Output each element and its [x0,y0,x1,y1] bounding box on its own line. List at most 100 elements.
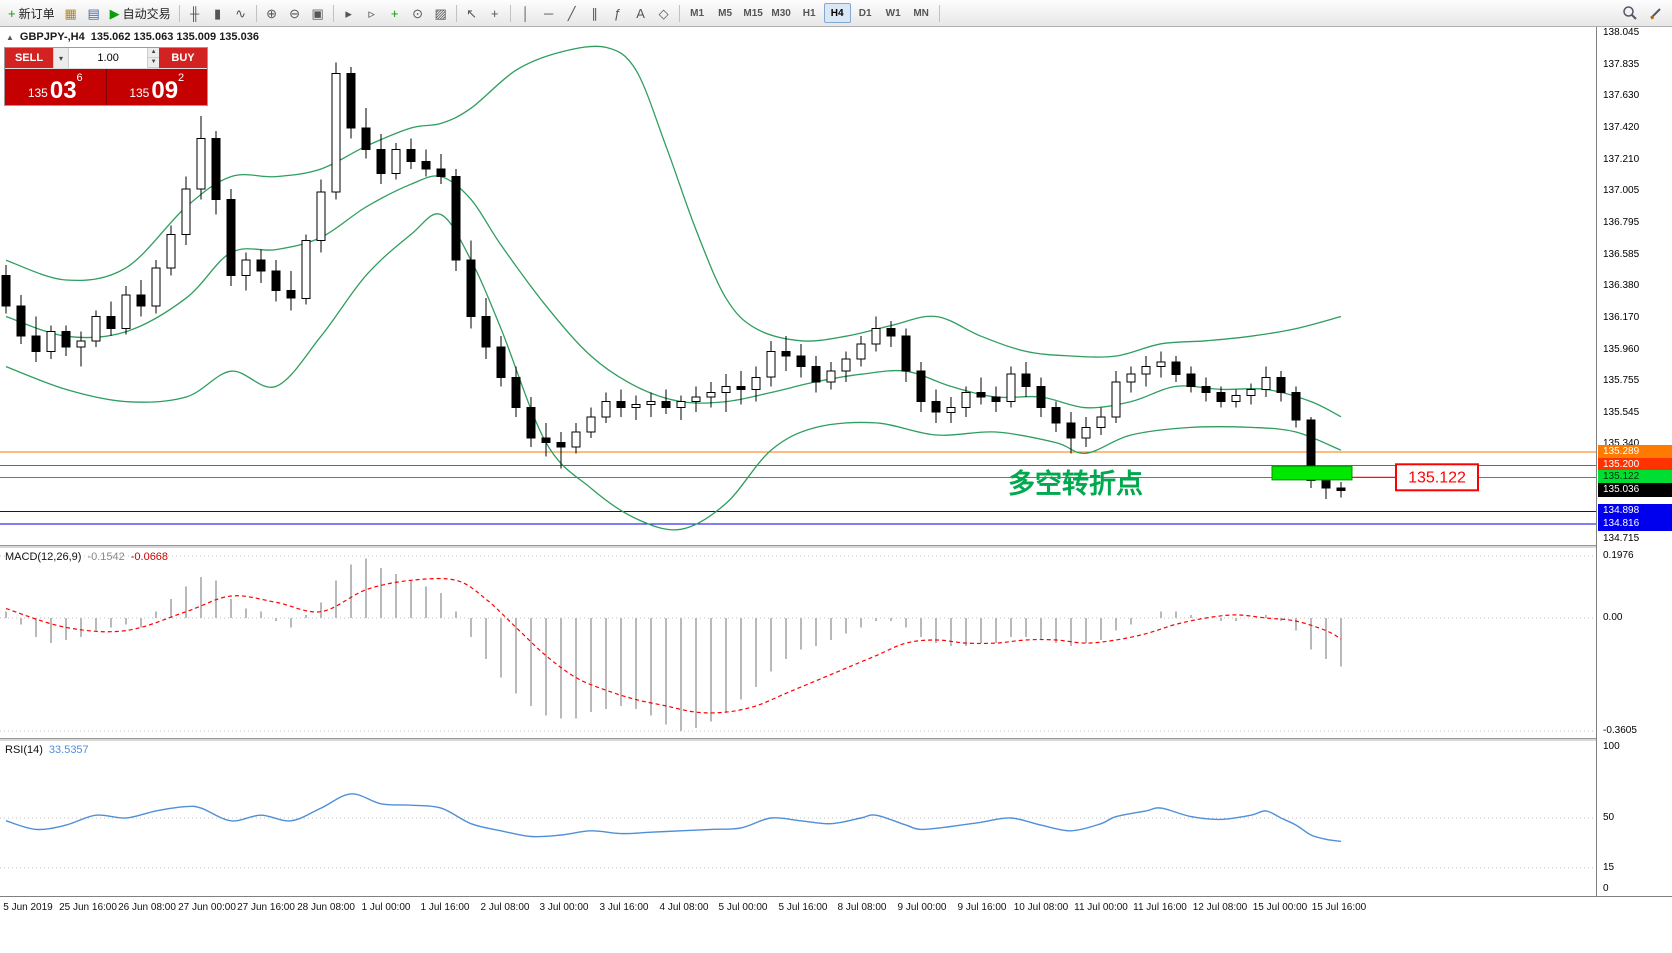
highlight-zone-rect[interactable] [1271,465,1353,481]
price-axis-tick: 136.585 [1603,249,1640,260]
buy-price-button[interactable]: 135 09 2 [106,69,207,105]
buy-price-big: 09 [151,77,179,104]
text-label-button[interactable]: A [630,2,652,24]
price-axis-tick: 137.630 [1603,90,1640,101]
macd-title: MACD(12,26,9) [5,551,82,563]
chart-icon: ▲ [6,32,14,42]
price-axis-tick: 137.420 [1603,122,1640,133]
macd-panel[interactable] [0,548,1596,738]
auto-trading-button[interactable]: ▶ 自动交易 [106,2,175,24]
time-axis-label: 8 Jul 08:00 [837,902,887,913]
indicators-icon: + [390,5,399,21]
volume-dropdown-button[interactable]: ▾ [53,48,69,68]
auto-scroll-icon: ▸ [345,5,352,21]
sell-price-button[interactable]: 135 03 6 [5,69,107,105]
rsi-panel[interactable] [0,741,1596,896]
trendline-button[interactable]: ╱ [561,2,583,24]
rsi-label: RSI(14) 33.5357 [5,744,89,756]
rsi-line [5,793,1342,843]
crosshair-button[interactable]: + [484,2,506,24]
rsi-axis-tick: 50 [1603,812,1615,823]
cursor-button[interactable]: ↖ [461,2,483,24]
trendline-icon: ╱ [567,5,576,21]
chart-macd-splitter[interactable] [0,545,1672,548]
time-axis-label: 2 Jul 08:00 [480,902,530,913]
timeframe-w1-button[interactable]: W1 [880,3,907,23]
toolbar-separator [255,4,257,22]
text-label-icon: A [636,5,645,21]
cursor-icon: ↖ [466,5,478,21]
price-axis-badge: 135.122 [1598,470,1672,484]
timeframe-mn-button[interactable]: MN [908,3,935,23]
horizontal-line-icon: ─ [544,5,554,21]
toolbar-separator [938,4,940,22]
periods-button[interactable]: ⊙ [407,2,429,24]
quick-message-button[interactable] [1644,2,1668,24]
line-chart-button[interactable]: ∿ [230,2,252,24]
auto-scroll-button[interactable]: ▸ [338,2,360,24]
timeframe-m1-button[interactable]: M1 [684,3,711,23]
main-chart[interactable]: 135.122 多空转折点 [0,27,1596,545]
price-callout-box[interactable] [1395,463,1479,492]
search-button[interactable] [1618,2,1642,24]
time-axis-label: 26 Jun 08:00 [118,902,176,913]
templates-button[interactable]: ▨ [430,2,452,24]
new-order-button[interactable]: + 新订单 [4,2,59,24]
sell-price-prefix: 135 [27,86,48,100]
macd-signal-line [5,577,1342,714]
sell-button[interactable]: SELL [5,48,53,68]
time-axis-label: 3 Jul 00:00 [539,902,589,913]
horizontal-line-button[interactable]: ─ [538,2,560,24]
time-axis-label: 5 Jul 00:00 [718,902,768,913]
time-axis[interactable]: 5 Jun 2019 25 Jun 16:00 26 Jun 08:00 27 Jun… [0,896,1672,922]
zoom-out-button[interactable]: ⊖ [284,2,306,24]
arrow-objects-icon: ◇ [658,5,669,21]
price-axis-badge: 135.036 [1598,483,1672,497]
time-axis-label: 11 Jul 00:00 [1074,902,1128,913]
timeframe-h4-button[interactable]: H4 [823,3,851,23]
macd-histogram [5,558,1342,731]
price-axis-tick: 135.340 [1603,438,1640,449]
zoom-in-button[interactable]: ⊕ [261,2,283,24]
timeframe-m15-button[interactable]: M15 [740,3,767,23]
profiles-icon: ▤ [87,5,100,21]
timeframe-m30-button[interactable]: M30 [768,3,795,23]
time-axis-label: 9 Jul 00:00 [897,902,947,913]
equidistant-channel-button[interactable]: ∥ [584,2,606,24]
volume-down-button[interactable]: ▼ [148,58,159,68]
time-axis-label: 28 Jun 08:00 [297,902,355,913]
pencil-icon [1650,8,1661,20]
price-axis-tick: 135.755 [1603,375,1640,386]
tile-windows-button[interactable]: ▣ [307,2,329,24]
timeframe-d1-button[interactable]: D1 [852,3,879,23]
macd-axis-tick: 0.1976 [1603,550,1634,561]
annotation-text[interactable]: 多空转折点 [1008,468,1143,499]
chart-windows-button[interactable]: ▦ [60,2,82,24]
arrow-objects-button[interactable]: ◇ [653,2,675,24]
rsi-axis-tick: 100 [1603,741,1620,752]
zoom-out-icon: ⊖ [289,5,301,21]
rsi-axis-tick: 15 [1603,862,1615,873]
price-axis-tick: 134.715 [1603,533,1640,544]
vertical-line-button[interactable]: │ [515,2,537,24]
chart-windows-icon: ▦ [64,5,77,21]
volume-input[interactable] [69,48,148,68]
zoom-in-icon: ⊕ [266,5,278,21]
indicators-button[interactable]: + [384,2,406,24]
buy-button[interactable]: BUY [159,48,207,68]
timeframe-m5-button[interactable]: M5 [712,3,739,23]
macd-rsi-splitter[interactable] [0,738,1672,741]
time-axis-label: 15 Jul 00:00 [1252,902,1308,913]
price-axis[interactable]: 138.045 137.835 137.630 137.420 137.210 137.0… [1596,27,1672,896]
price-axis-tick: 136.170 [1603,312,1640,323]
time-axis-label: 11 Jul 16:00 [1133,902,1187,913]
bar-chart-button[interactable]: ╫ [184,2,206,24]
volume-up-button[interactable]: ▲ [148,48,159,58]
profiles-button[interactable]: ▤ [83,2,105,24]
candlestick-chart-button[interactable]: ▮ [207,2,229,24]
timeframe-h1-button[interactable]: H1 [796,3,823,23]
fibonacci-retracement-button[interactable]: ƒ [607,2,629,24]
toolbar-separator [332,4,334,22]
time-axis-label: 3 Jul 16:00 [599,902,649,913]
chart-shift-button[interactable]: ▹ [361,2,383,24]
